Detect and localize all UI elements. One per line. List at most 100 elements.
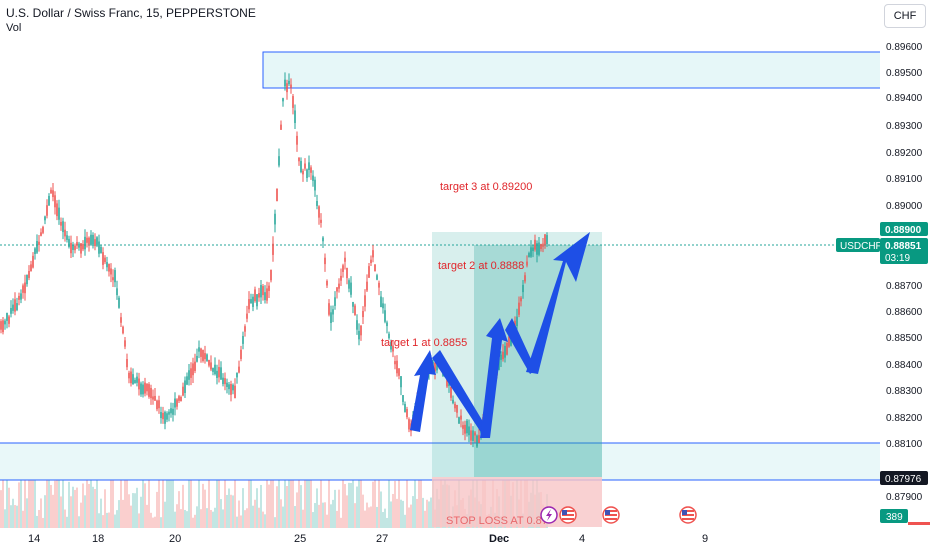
candle-body: [302, 170, 304, 175]
volume-bar: [176, 504, 178, 528]
volume-bar: [248, 464, 250, 528]
price-tick: 0.88700: [886, 281, 923, 292]
volume-bar: [124, 473, 126, 528]
volume-indicator-label[interactable]: Vol: [6, 22, 22, 34]
volume-bar: [76, 487, 78, 528]
candle-body: [220, 367, 222, 380]
volume-bar: [100, 498, 102, 528]
candle-body: [530, 247, 532, 257]
volume-bar: [304, 473, 306, 528]
candle-body: [122, 326, 124, 334]
price-axis[interactable]: 0.89600 0.89500 0.89400 0.89300 0.89200 …: [836, 30, 932, 530]
volume-bar: [80, 502, 82, 528]
candle-body: [146, 383, 148, 392]
volume-bar: [394, 480, 396, 528]
us-flag-icon[interactable]: [602, 506, 620, 524]
candle-body: [208, 359, 210, 366]
volume-bar: [332, 499, 334, 528]
candle-body: [508, 336, 510, 347]
volume-bar: [364, 510, 366, 528]
volume-bar: [216, 479, 218, 528]
candles-layer: [0, 72, 548, 449]
volume-bar: [424, 510, 426, 528]
projection-arrow-2[interactable]: [432, 350, 488, 437]
stoploss-label[interactable]: STOP LOSS AT 0.87: [446, 515, 548, 527]
volume-bar: [426, 499, 428, 528]
candle-body: [504, 345, 506, 358]
candle-body: [518, 302, 520, 315]
candle-body: [28, 271, 30, 278]
candle-body: [248, 299, 250, 310]
candle-body: [348, 280, 350, 289]
supply-zone[interactable]: [262, 51, 884, 89]
candle-body: [140, 383, 142, 395]
candle-body: [382, 303, 384, 309]
demand-zone[interactable]: [0, 443, 880, 480]
candle-body: [150, 387, 152, 399]
candle-body: [54, 195, 56, 208]
target2-label[interactable]: target 2 at 0.8888: [438, 260, 524, 272]
volume-bar: [400, 499, 402, 528]
volume-bar: [256, 488, 258, 528]
candle-body: [184, 380, 186, 393]
candle-body: [526, 261, 528, 266]
time-axis[interactable]: 14 18 20 25 27 Dec 4 9: [0, 528, 932, 550]
candle-body: [6, 312, 8, 321]
candle-body: [328, 303, 330, 315]
candle-body: [312, 175, 314, 181]
target3-label[interactable]: target 3 at 0.89200: [440, 181, 532, 193]
us-flag-icon[interactable]: [679, 506, 697, 524]
volume-bar: [346, 495, 348, 528]
candle-body: [58, 207, 60, 220]
candle-body: [272, 243, 274, 255]
volume-bar: [428, 501, 430, 528]
lightning-icon[interactable]: [540, 506, 558, 524]
currency-button[interactable]: CHF: [884, 4, 926, 28]
target1-label[interactable]: target 1 at 0.8855: [381, 337, 467, 349]
candle-body: [350, 282, 352, 295]
volume-bar: [48, 469, 50, 528]
candle-body: [170, 408, 172, 414]
last-price-badge: [880, 238, 928, 264]
time-tick: 4: [579, 533, 585, 545]
candle-body: [94, 239, 96, 247]
candle-body: [114, 270, 116, 283]
candle-body: [78, 243, 80, 248]
volume-bar-indicator: [908, 522, 930, 525]
volume-bar: [66, 516, 68, 528]
candle-body: [156, 400, 158, 410]
candle-body: [216, 370, 218, 378]
candle-body: [386, 322, 388, 327]
volume-bar: [220, 499, 222, 528]
projection-arrow-4[interactable]: [505, 318, 536, 374]
candle-body: [268, 285, 270, 291]
volume-bar: [54, 480, 56, 528]
projection-arrow-3[interactable]: [480, 318, 508, 438]
volume-bar: [14, 505, 16, 528]
volume-bar: [200, 509, 202, 528]
candle-body: [516, 316, 518, 327]
volume-bar: [138, 513, 140, 528]
candle-body: [224, 378, 226, 385]
projection-arrow-1[interactable]: [410, 350, 436, 432]
volume-bar: [152, 517, 154, 528]
candle-body: [324, 257, 326, 265]
us-flag-icon[interactable]: [559, 506, 577, 524]
candle-body: [12, 304, 14, 311]
candle-body: [378, 282, 380, 288]
top-price-badge-text: 0.88900: [885, 225, 922, 236]
candle-body: [270, 269, 272, 281]
volume-bar: [344, 484, 346, 528]
candle-body: [158, 400, 160, 409]
candle-body: [266, 288, 268, 301]
candle-body: [528, 253, 530, 257]
volume-bar: [246, 508, 248, 528]
volume-bar: [224, 477, 226, 528]
candle-body: [358, 330, 360, 340]
projection-arrow-5[interactable]: [526, 232, 590, 374]
candle-body: [214, 364, 216, 375]
candle-body: [134, 379, 136, 384]
candle-body: [244, 326, 246, 332]
